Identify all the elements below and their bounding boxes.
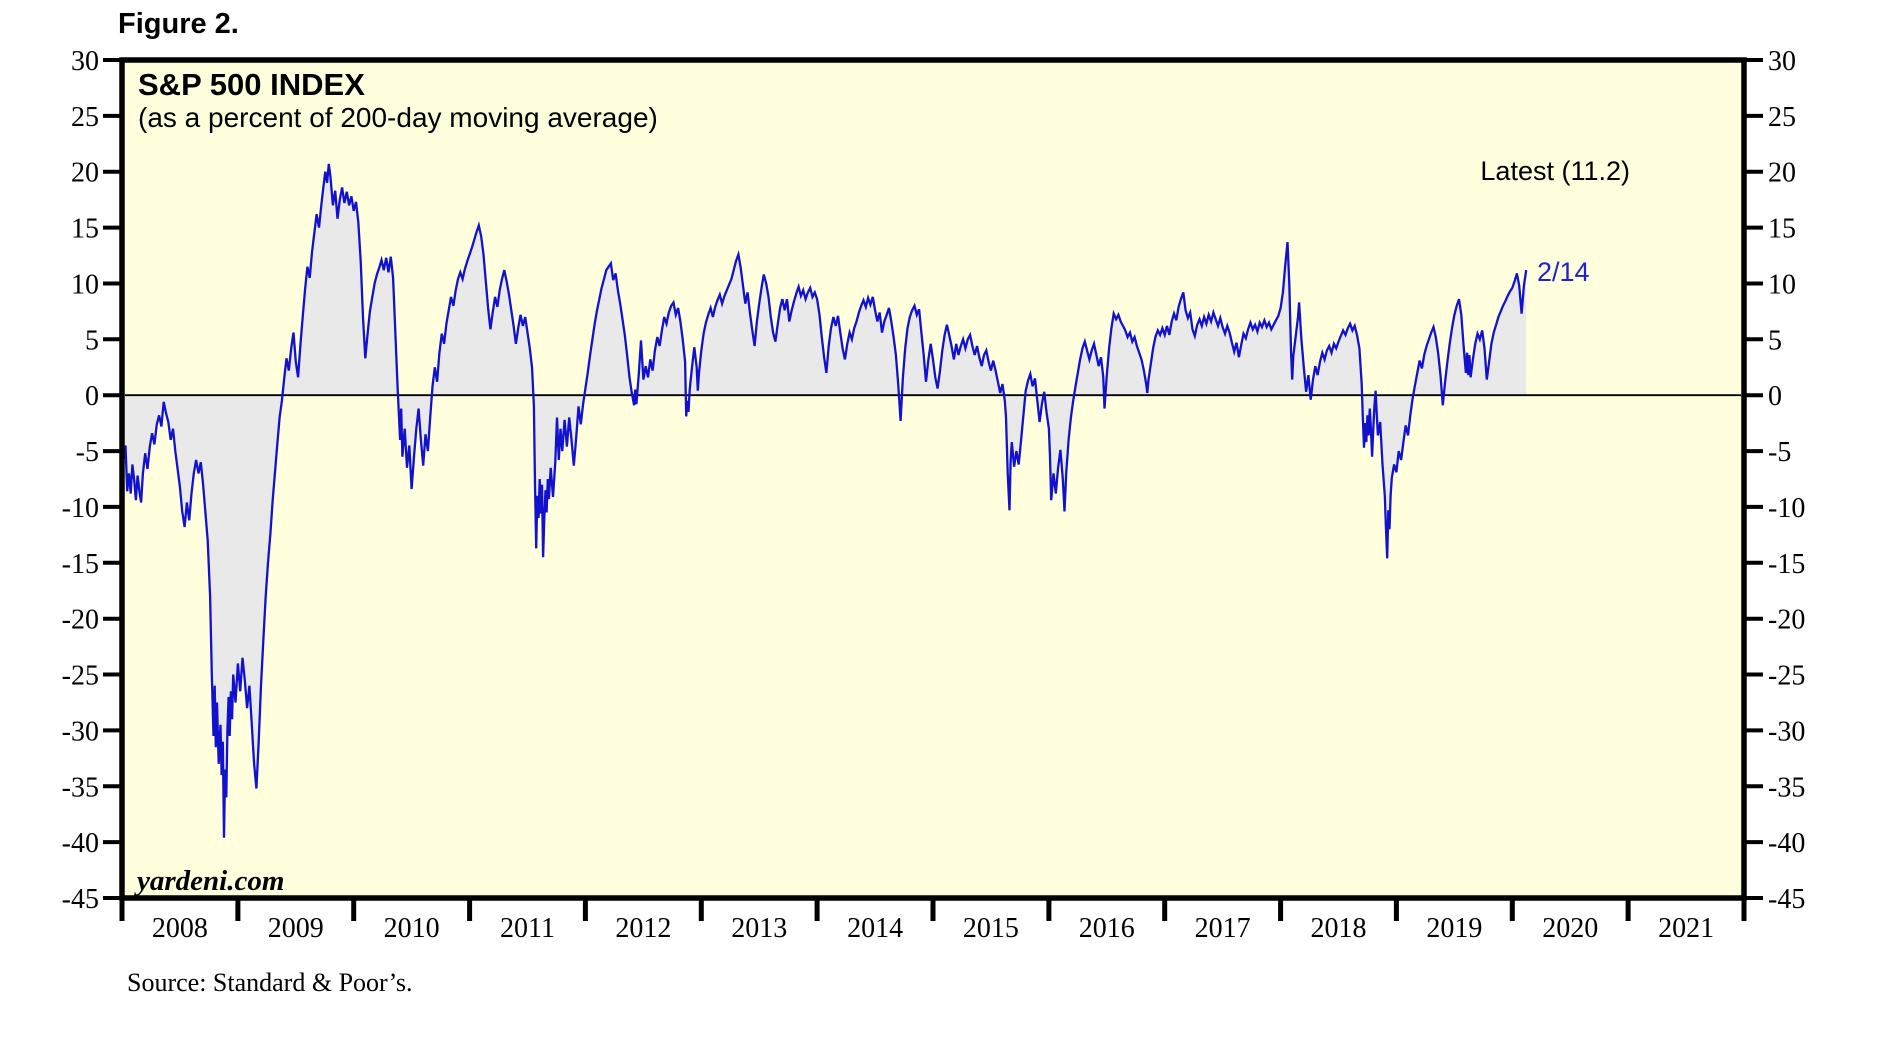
- source-note: Source: Standard & Poor’s.: [127, 968, 413, 997]
- x-year-label: 2014: [847, 913, 903, 944]
- x-year-label: 2021: [1658, 913, 1714, 944]
- y-tick-label-right: 15: [1768, 214, 1796, 245]
- x-year-label: 2008: [152, 913, 208, 944]
- y-tick-label-left: 10: [71, 270, 99, 301]
- y-axis-left-ticks: [103, 58, 120, 900]
- y-tick-label-left: -10: [62, 493, 99, 524]
- x-axis-ticks: [119, 898, 1747, 921]
- y-tick-label-left: 20: [71, 158, 99, 189]
- y-tick-label-left: -40: [62, 828, 99, 859]
- y-tick-label-right: 25: [1768, 102, 1796, 133]
- x-year-label: 2020: [1542, 913, 1598, 944]
- y-tick-label-right: 10: [1768, 270, 1796, 301]
- chart-title: S&P 500 INDEX: [138, 67, 365, 102]
- y-tick-label-left: -35: [62, 772, 99, 803]
- y-tick-label-right: -25: [1768, 661, 1805, 692]
- y-tick-label-right: 30: [1768, 46, 1796, 77]
- x-year-label: 2015: [963, 913, 1019, 944]
- y-axis-right-ticks: [1746, 58, 1763, 900]
- y-tick-label-left: -45: [62, 884, 99, 915]
- y-tick-label-right: -15: [1768, 549, 1805, 580]
- y-tick-label-right: -40: [1768, 828, 1805, 859]
- y-tick-label-right: -45: [1768, 884, 1805, 915]
- x-year-label: 2012: [615, 913, 671, 944]
- series-line-layer: [120, 163, 1528, 838]
- y-tick-label-left: -20: [62, 605, 99, 636]
- x-year-label: 2011: [500, 913, 555, 944]
- x-year-label: 2013: [731, 913, 787, 944]
- plot-background: [122, 60, 1744, 898]
- y-tick-label-right: -20: [1768, 605, 1805, 636]
- x-year-label: 2018: [1311, 913, 1367, 944]
- y-tick-label-left: -30: [62, 716, 99, 747]
- y-tick-label-left: 15: [71, 214, 99, 245]
- y-tick-label-right: -10: [1768, 493, 1805, 524]
- y-tick-label-left: 25: [71, 102, 99, 133]
- y-tick-label-right: -5: [1768, 437, 1791, 468]
- y-axis-right-labels: -45 -40 -35 -30 -25 -20 -15 -10 -5 0 5 10 15 20 25 30: [1768, 46, 1805, 915]
- series-line: [120, 163, 1528, 838]
- y-tick-label-left: 5: [85, 325, 99, 356]
- series-area-fill: [122, 163, 1527, 838]
- area-fill-layer: [122, 163, 1527, 838]
- latest-value-annotation: Latest (11.2): [1480, 156, 1630, 186]
- watermark: yardeni.com: [134, 865, 284, 897]
- y-tick-label-right: -35: [1768, 772, 1805, 803]
- y-tick-label-right: 0: [1768, 381, 1782, 412]
- x-year-label: 2009: [268, 913, 324, 944]
- x-year-label: 2019: [1426, 913, 1482, 944]
- y-tick-label-left: -5: [76, 437, 99, 468]
- y-tick-label-left: 0: [85, 381, 99, 412]
- x-year-label: 2010: [384, 913, 440, 944]
- endpoint-date-label: 2/14: [1537, 257, 1590, 287]
- x-axis-year-labels: 2008 2009 2010 2011 2012 2013 2014 2015 2016 2017…: [152, 913, 1714, 944]
- chart-subtitle: (as a percent of 200-day moving average): [138, 102, 658, 133]
- y-axis-left-labels: -45 -40 -35 -30 -25 -20 -15 -10 -5 0 5 10 15 20 25 30: [62, 46, 99, 915]
- y-tick-label-left: 30: [71, 46, 99, 77]
- y-tick-label-left: -25: [62, 661, 99, 692]
- x-year-label: 2016: [1079, 913, 1135, 944]
- y-tick-label-right: 5: [1768, 325, 1782, 356]
- x-year-label: 2017: [1195, 913, 1251, 944]
- y-tick-label-right: 20: [1768, 158, 1796, 189]
- y-tick-label-right: -30: [1768, 716, 1805, 747]
- figure-label: Figure 2.: [118, 8, 239, 40]
- y-tick-label-left: -15: [62, 549, 99, 580]
